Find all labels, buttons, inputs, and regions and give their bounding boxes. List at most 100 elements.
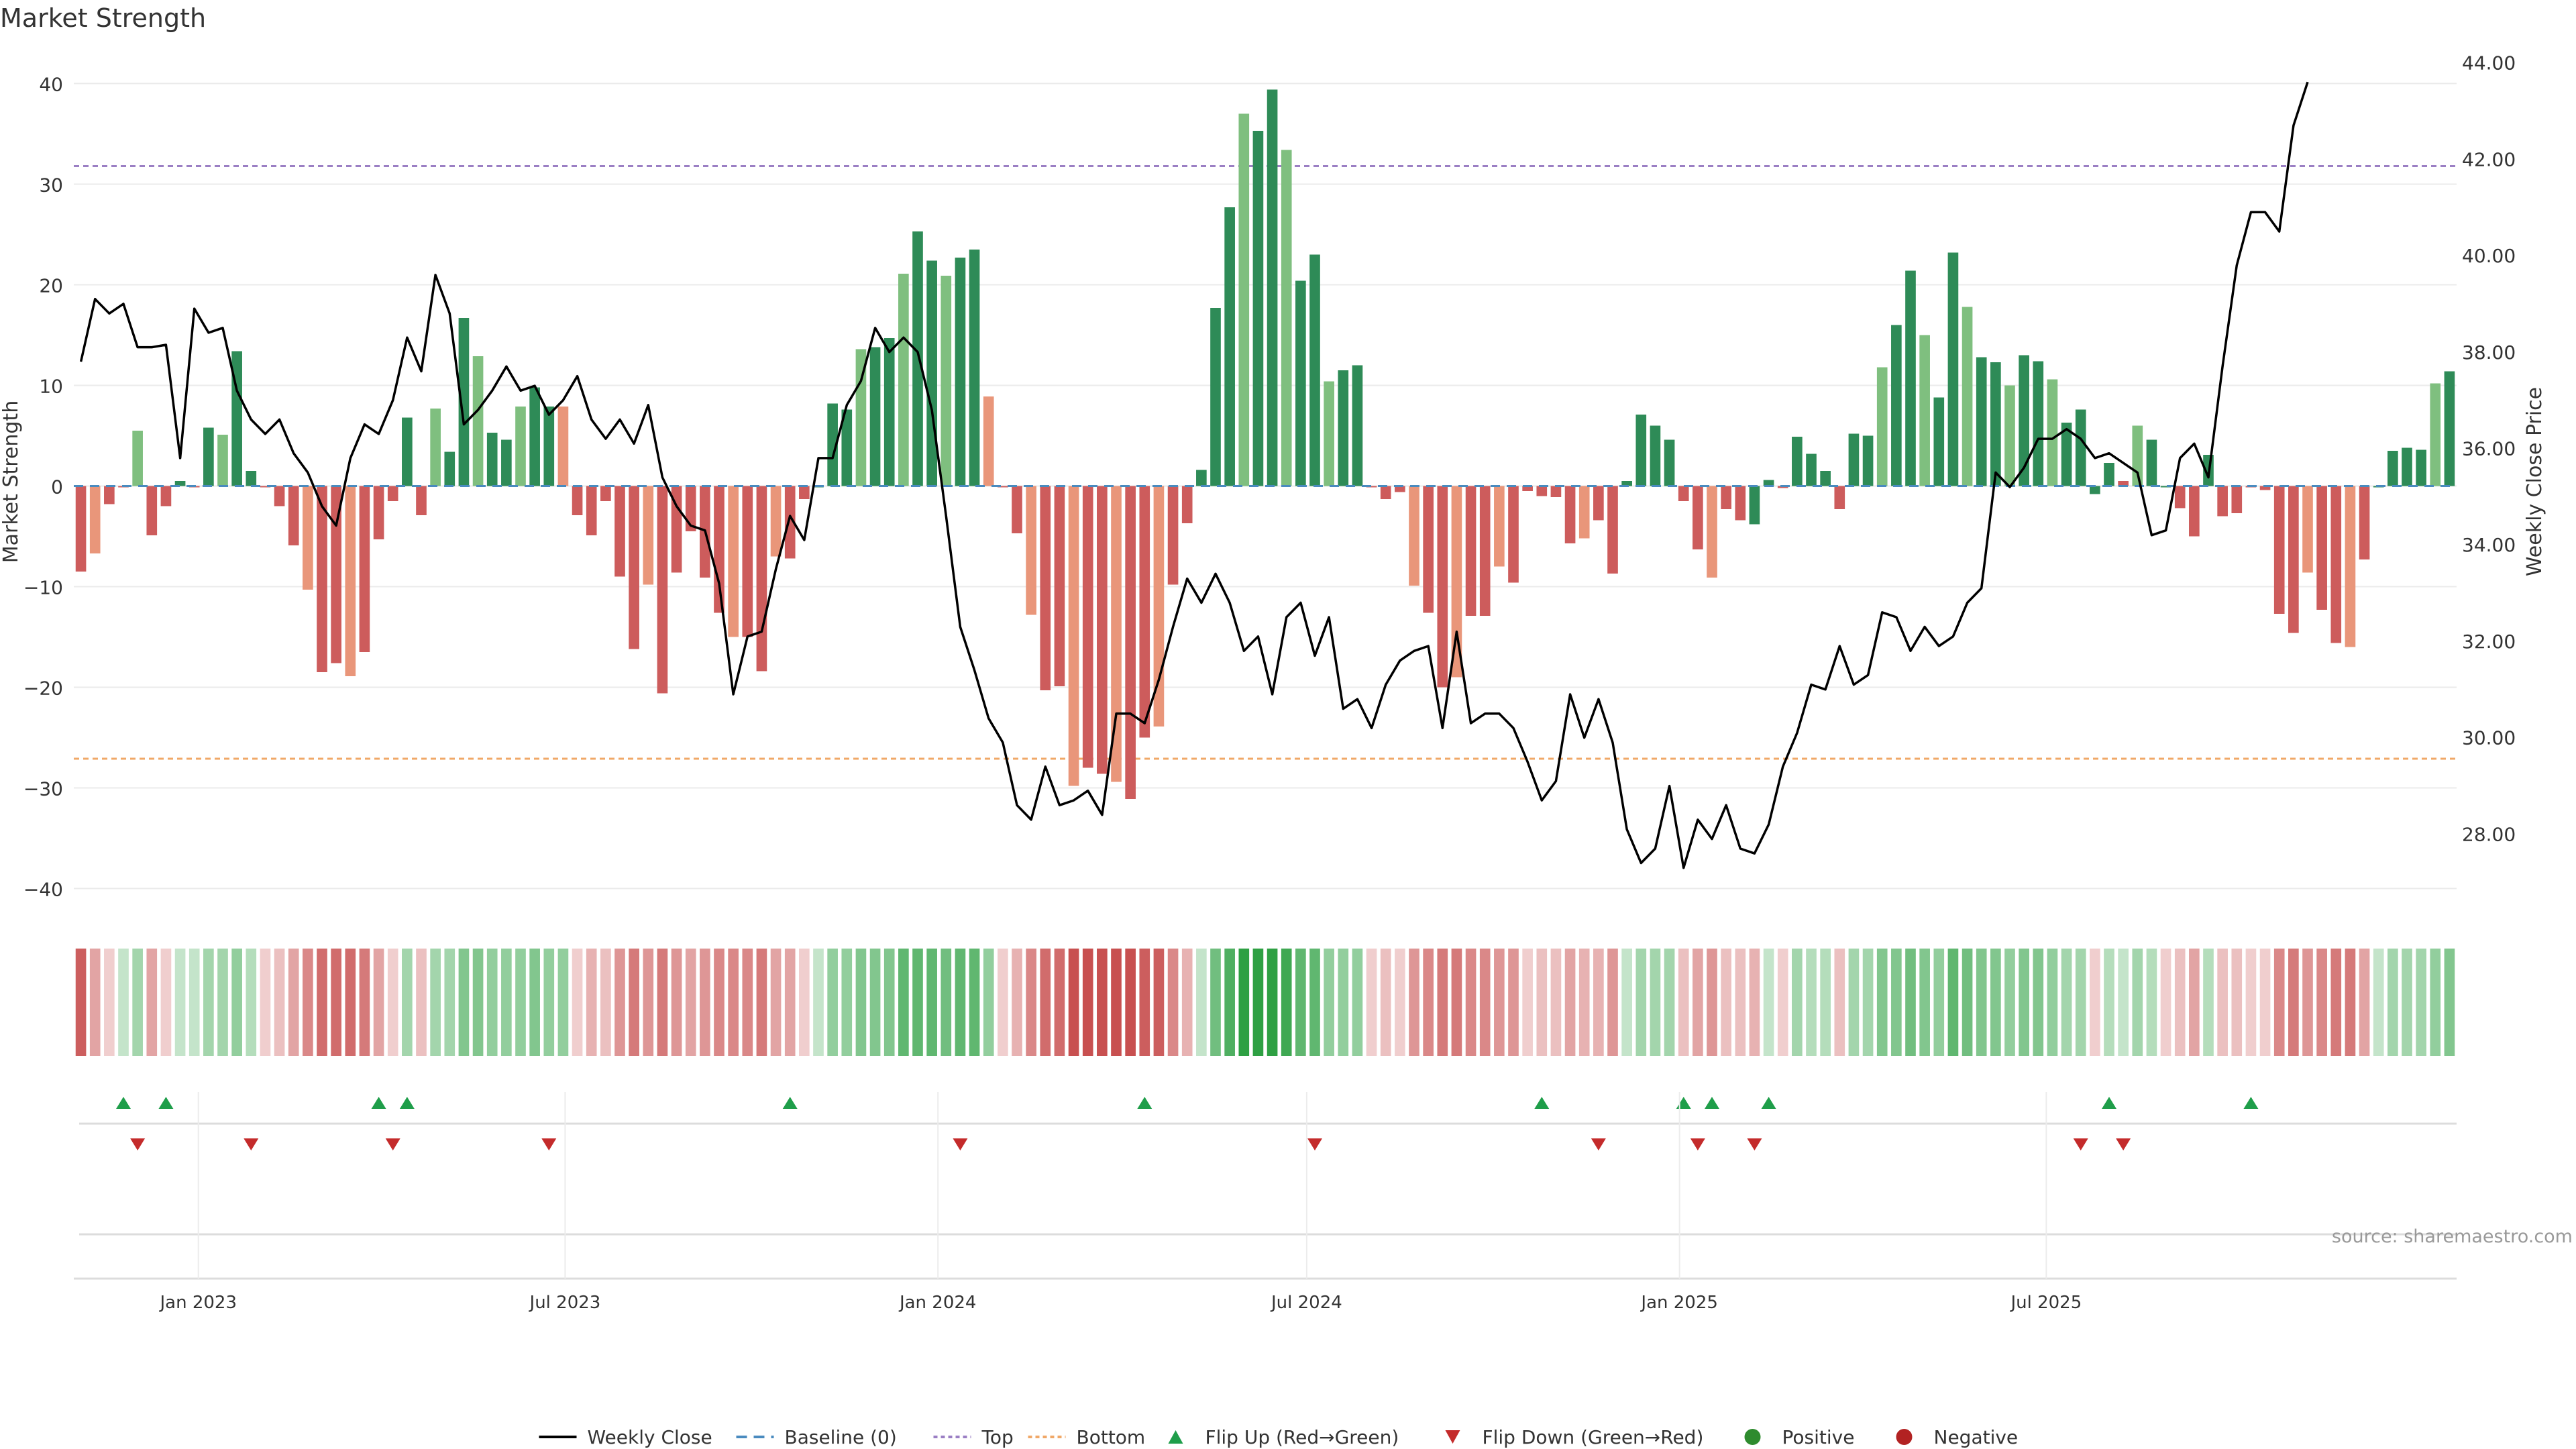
- strip-cell: [486, 949, 498, 1056]
- strip-cell: [1707, 949, 1717, 1056]
- strength-bar: [1068, 486, 1079, 786]
- flip-down-marker: [130, 1138, 146, 1150]
- strip-cell: [1338, 949, 1349, 1056]
- strength-bar: [1891, 325, 1902, 486]
- strip-cell: [1281, 949, 1292, 1056]
- strength-bar: [501, 439, 512, 486]
- strip-cell: [614, 949, 625, 1056]
- strength-bar: [1522, 486, 1533, 491]
- strip-cell: [1012, 949, 1022, 1056]
- strip-cell: [941, 949, 952, 1056]
- strength-bar: [1962, 307, 1973, 486]
- strip-cell: [402, 949, 413, 1056]
- strip-cell: [2217, 949, 2228, 1056]
- legend-label: Weekly Close: [588, 1426, 712, 1448]
- strength-bar: [1423, 486, 1434, 613]
- strip-cell: [869, 949, 881, 1056]
- strength-bar: [770, 486, 782, 557]
- strip-cell: [2047, 949, 2058, 1056]
- strip-cell: [700, 949, 710, 1056]
- strip-cell: [2146, 949, 2157, 1056]
- strength-bar: [2004, 385, 2015, 486]
- strip-cell: [174, 949, 186, 1056]
- strip-cell: [217, 949, 228, 1056]
- strength-bar: [2359, 486, 2370, 559]
- strip-cell: [883, 949, 895, 1056]
- flip-down-marker: [1747, 1138, 1762, 1150]
- strip-cell: [1352, 949, 1363, 1056]
- strength-bar: [883, 338, 895, 486]
- strip-cell: [1564, 949, 1576, 1056]
- strip-cell: [1210, 949, 1221, 1056]
- strip-cell: [898, 949, 909, 1056]
- strip-cell: [1380, 949, 1391, 1056]
- strip-cell: [1947, 949, 1959, 1056]
- strength-bar: [1465, 486, 1477, 616]
- strip-cell: [373, 949, 384, 1056]
- strip-cell: [2273, 949, 2285, 1056]
- strip-cell: [2231, 949, 2243, 1056]
- strength-bar: [1026, 486, 1036, 615]
- legend-item: Flip Up (Red→Green): [1168, 1426, 1399, 1448]
- strip-cell: [1834, 949, 1845, 1056]
- strip-cell: [1167, 949, 1179, 1056]
- strip-cell: [515, 949, 526, 1056]
- strength-bar: [1252, 131, 1264, 486]
- strip-cell: [274, 949, 285, 1056]
- strip-cell: [912, 949, 923, 1056]
- strength-bar: [1281, 150, 1292, 486]
- strip-cell: [1068, 949, 1079, 1056]
- strength-bar: [1238, 113, 1250, 486]
- strength-bar: [998, 486, 1008, 488]
- strength-bar: [1224, 207, 1235, 486]
- legend-circle-icon: [1744, 1429, 1761, 1445]
- strip-cell: [1607, 949, 1618, 1056]
- strength-bar: [274, 486, 285, 506]
- strip-cell: [104, 949, 115, 1056]
- strip-cell: [416, 949, 427, 1056]
- strip-cell: [2416, 949, 2426, 1056]
- strength-bar: [841, 409, 853, 486]
- x-tick-label: Jul 2024: [1270, 1293, 1342, 1313]
- strength-bar: [557, 407, 569, 486]
- strip-cell: [1465, 949, 1477, 1056]
- strength-bar: [2118, 481, 2129, 486]
- strip-cell: [1735, 949, 1746, 1056]
- strength-bar: [1437, 486, 1448, 688]
- strength-bar: [1820, 471, 1831, 486]
- strength-bar: [1947, 252, 1959, 486]
- flip-down-marker: [541, 1138, 557, 1150]
- strip-cell: [1451, 949, 1462, 1056]
- strength-bar: [714, 486, 724, 613]
- strip-cell: [1664, 949, 1675, 1056]
- strip-cell: [1891, 949, 1902, 1056]
- strength-bar: [955, 258, 966, 486]
- legend-flip-down-icon: [1445, 1430, 1460, 1444]
- strip-cell: [331, 949, 341, 1056]
- right-axis-label: Weekly Close Price: [2523, 387, 2546, 576]
- strip-cell: [2033, 949, 2044, 1056]
- strip-cell: [1224, 949, 1235, 1056]
- strength-bar: [1876, 367, 1888, 486]
- legend-item: Weekly Close: [539, 1426, 712, 1448]
- flip-down-marker: [1591, 1138, 1606, 1150]
- legend-label: Bottom: [1077, 1426, 1146, 1448]
- flip-up-marker: [399, 1097, 415, 1109]
- strip-cell: [742, 949, 753, 1056]
- strength-bar: [486, 433, 498, 486]
- strip-cell: [2019, 949, 2029, 1056]
- strength-bar: [1749, 486, 1760, 525]
- strip-cell: [359, 949, 370, 1056]
- strip-cell: [317, 949, 327, 1056]
- strength-bar: [1012, 486, 1022, 533]
- strip-cell: [926, 949, 937, 1056]
- strength-bar: [2047, 379, 2058, 486]
- strip-cell: [600, 949, 611, 1056]
- strip-cell: [1777, 949, 1788, 1056]
- strip-cell: [1395, 949, 1405, 1056]
- strength-bar: [983, 396, 994, 486]
- strip-cell: [1905, 949, 1916, 1056]
- right-tick-label: 30.00: [2462, 727, 2516, 749]
- strip-cell: [1749, 949, 1760, 1056]
- weekly-close-series: [79, 81, 2309, 869]
